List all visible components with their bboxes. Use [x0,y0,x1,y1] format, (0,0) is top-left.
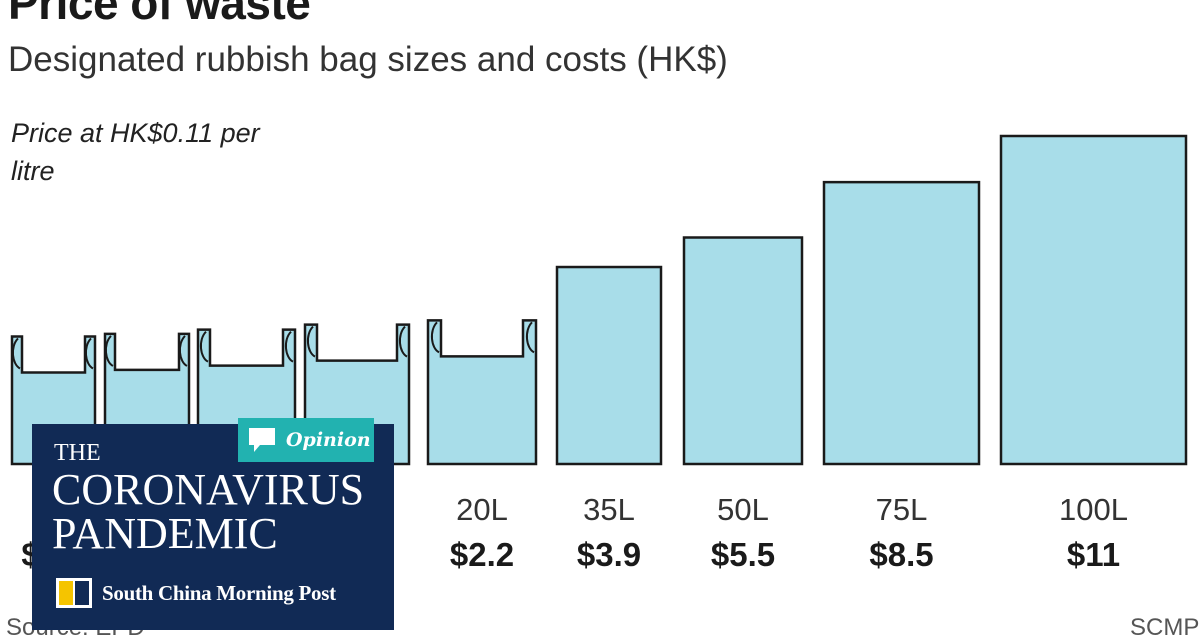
price-label: $5.5 [711,536,775,573]
bag-75L [822,180,981,466]
size-label: 100L [1059,492,1128,527]
price-note: Price at HK$0.11 per litre [11,118,260,186]
bag-handle-curl [105,335,114,367]
credit-note: SCMP [1130,614,1200,641]
chart-subtitle: Designated rubbish bag sizes and costs (… [8,40,728,79]
bag-100L [999,134,1188,466]
bag-handle-curl [200,330,209,363]
price-label: $3.9 [577,536,641,573]
bag-handle-curl [526,321,535,354]
size-label: 75L [876,492,928,527]
brand-row: South China Morning Post [56,578,336,608]
bag-20L [426,319,538,466]
bag-handle-curl [179,335,188,367]
brand-name: South China Morning Post [102,580,336,605]
bag-handle-curl [85,337,94,370]
bag-handle-curl [307,325,316,358]
opinion-badge[interactable]: Opinion [238,418,374,462]
overlay-headline: CORONAVIRUS PANDEMIC [52,468,364,556]
chart-title: Price of waste [8,0,311,29]
bag-35L [555,265,663,466]
bag-handle-curl [399,325,408,358]
price-label: $2.2 [450,536,514,573]
overlay-headline-line2: PANDEMIC [52,509,278,558]
overlay-headline-line1: CORONAVIRUS [52,465,365,514]
speech-bubble-icon [248,427,276,453]
bag-handle-curl [12,337,21,370]
overlay-kicker: THE [54,440,101,466]
size-label: 35L [583,492,635,527]
size-label: 20L [456,492,508,527]
scmp-logo-icon [56,578,92,608]
price-label: $8.5 [869,536,933,573]
opinion-label: Opinion [286,429,371,451]
bag-50L [682,236,804,466]
price-label: $11 [1067,536,1120,573]
bag-handle-curl [285,330,294,363]
bag-handle-curl [431,321,440,354]
bag-bar [426,319,538,466]
size-label: 50L [717,492,769,527]
